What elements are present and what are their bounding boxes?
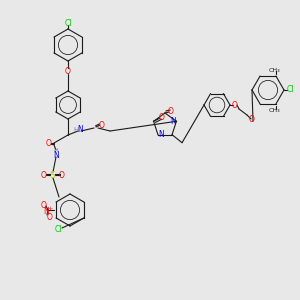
Text: O: O	[46, 139, 52, 148]
Text: O: O	[99, 121, 105, 130]
Text: +: +	[47, 206, 52, 211]
Text: O: O	[168, 107, 174, 116]
Text: H: H	[54, 148, 58, 154]
Text: S: S	[49, 170, 55, 179]
Text: Cl: Cl	[54, 226, 62, 235]
Text: N: N	[53, 151, 59, 160]
Text: N: N	[77, 125, 83, 134]
Text: O: O	[59, 170, 65, 179]
Text: O: O	[249, 116, 255, 124]
Text: CH₃: CH₃	[268, 107, 280, 112]
Text: Cl: Cl	[286, 85, 294, 94]
Text: Cl: Cl	[64, 20, 72, 28]
Text: H: H	[74, 127, 79, 133]
Text: N: N	[170, 117, 176, 126]
Text: O: O	[41, 200, 47, 209]
Text: O: O	[41, 170, 47, 179]
Text: O: O	[232, 100, 238, 109]
Text: CH₃: CH₃	[268, 68, 280, 73]
Text: O: O	[65, 67, 71, 76]
Text: N: N	[43, 208, 49, 217]
Text: O: O	[159, 113, 164, 122]
Text: N: N	[158, 130, 164, 139]
Text: O: O	[47, 214, 53, 223]
